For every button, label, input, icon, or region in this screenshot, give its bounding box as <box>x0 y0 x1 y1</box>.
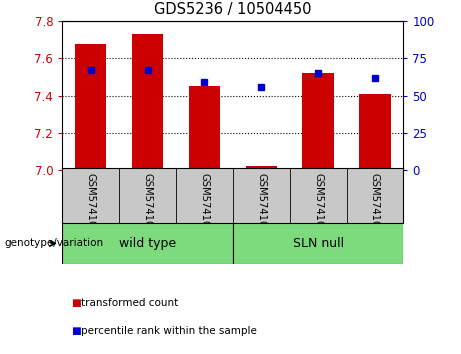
Text: ■: ■ <box>71 298 81 308</box>
Bar <box>189 86 220 170</box>
Bar <box>132 34 163 170</box>
Text: genotype/variation: genotype/variation <box>5 238 104 249</box>
Text: GSM574105: GSM574105 <box>370 172 380 233</box>
Text: transformed count: transformed count <box>81 298 178 308</box>
Bar <box>246 166 277 170</box>
Text: SLN null: SLN null <box>293 237 343 250</box>
Title: GDS5236 / 10504450: GDS5236 / 10504450 <box>154 2 312 17</box>
Text: GSM574101: GSM574101 <box>142 172 153 233</box>
Bar <box>302 73 334 170</box>
Text: wild type: wild type <box>119 237 176 250</box>
Bar <box>233 223 403 264</box>
Text: ■: ■ <box>71 326 81 336</box>
Text: percentile rank within the sample: percentile rank within the sample <box>81 326 257 336</box>
Text: GSM574102: GSM574102 <box>199 172 209 233</box>
Bar <box>359 94 390 170</box>
Bar <box>62 223 233 264</box>
Text: GSM574103: GSM574103 <box>256 172 266 233</box>
Text: GSM574104: GSM574104 <box>313 172 323 233</box>
Bar <box>75 44 106 170</box>
Text: GSM574100: GSM574100 <box>86 172 96 233</box>
